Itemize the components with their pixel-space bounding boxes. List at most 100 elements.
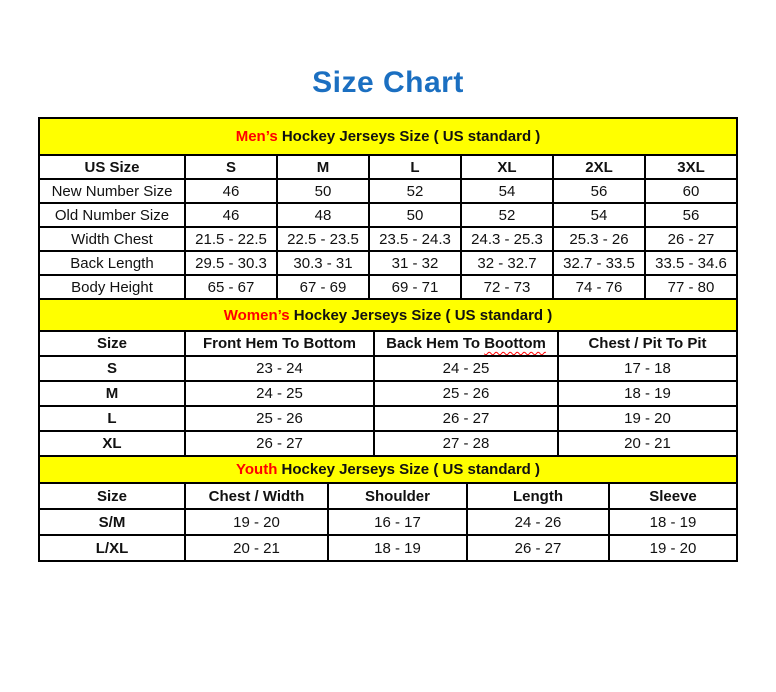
mens-header-row: US Size S M L XL 2XL 3XL [38, 154, 738, 180]
mens-value-cell: 24.3 - 25.3 [460, 226, 554, 252]
mens-value-cell: 29.5 - 30.3 [184, 250, 278, 276]
mens-value-cell: 72 - 73 [460, 274, 554, 300]
mens-value-cell: 54 [552, 202, 646, 228]
mens-value-cell: 48 [276, 202, 370, 228]
womens-row-label: S [38, 355, 186, 382]
size-chart-page: Size Chart Men’s Hockey Jerseys Size ( U… [38, 66, 738, 562]
mens-value-cell: 32 - 32.7 [460, 250, 554, 276]
mens-value-cell: 56 [552, 178, 646, 204]
page-title: Size Chart [312, 66, 464, 99]
mens-value-cell: 22.5 - 23.5 [276, 226, 370, 252]
mens-value-cell: 46 [184, 178, 278, 204]
womens-value-cell: 25 - 26 [184, 405, 375, 432]
youth-header-cell: Length [466, 482, 610, 510]
mens-header-cell: US Size [38, 154, 186, 180]
mens-value-cell: 46 [184, 202, 278, 228]
mens-value-cell: 26 - 27 [644, 226, 738, 252]
youth-banner-text: Hockey Jerseys Size ( US standard ) [281, 461, 540, 478]
mens-header-cell: S [184, 154, 278, 180]
mens-value-cell: 54 [460, 178, 554, 204]
mens-value-cell: 74 - 76 [552, 274, 646, 300]
mens-value-cell: 21.5 - 22.5 [184, 226, 278, 252]
youth-header-cell: Size [38, 482, 186, 510]
womens-table-row: XL 26 - 27 27 - 28 20 - 21 [38, 430, 738, 457]
mens-header-cell: M [276, 154, 370, 180]
womens-value-cell: 18 - 19 [557, 380, 738, 407]
womens-value-cell: 23 - 24 [184, 355, 375, 382]
womens-table-row: L 25 - 26 26 - 27 19 - 20 [38, 405, 738, 432]
mens-banner-text: Hockey Jerseys Size ( US standard ) [281, 128, 541, 145]
womens-table-row: M 24 - 25 25 - 26 18 - 19 [38, 380, 738, 407]
mens-row-label: Body Height [38, 274, 186, 300]
mens-value-cell: 23.5 - 24.3 [368, 226, 462, 252]
mens-value-cell: 69 - 71 [368, 274, 462, 300]
mens-table-row: Body Height 65 - 67 67 - 69 69 - 71 72 - 73 7… [38, 274, 738, 300]
mens-value-cell: 30.3 - 31 [276, 250, 370, 276]
mens-value-cell: 52 [368, 178, 462, 204]
mens-row-label: New Number Size [38, 178, 186, 204]
youth-row-label: S/M [38, 508, 186, 536]
mens-row-label: Back Length [38, 250, 186, 276]
mens-size-table: Men’s Hockey Jerseys Size ( US standard … [38, 117, 738, 300]
mens-banner-highlight: Men’s [235, 128, 278, 145]
womens-row-label: M [38, 380, 186, 407]
mens-value-cell: 50 [368, 202, 462, 228]
mens-value-cell: 77 - 80 [644, 274, 738, 300]
mens-value-cell: 25.3 - 26 [552, 226, 646, 252]
mens-value-cell: 52 [460, 202, 554, 228]
womens-size-table: Women’s Hockey Jerseys Size ( US standar… [38, 298, 738, 457]
womens-header-row: Size Front Hem To Bottom Back Hem To Boott… [38, 330, 738, 357]
youth-table-row: S/M 19 - 20 16 - 17 24 - 26 18 - 19 [38, 508, 738, 536]
youth-header-cell: Chest / Width [184, 482, 329, 510]
youth-table-row: L/XL 20 - 21 18 - 19 26 - 27 19 - 20 [38, 534, 738, 562]
womens-header-cell: Size [38, 330, 186, 357]
mens-value-cell: 67 - 69 [276, 274, 370, 300]
womens-value-cell: 24 - 25 [184, 380, 375, 407]
mens-header-cell: 2XL [552, 154, 646, 180]
youth-value-cell: 18 - 19 [608, 508, 738, 536]
youth-value-cell: 26 - 27 [466, 534, 610, 562]
youth-row-label: L/XL [38, 534, 186, 562]
youth-value-cell: 19 - 20 [184, 508, 329, 536]
youth-section-banner: Youth Hockey Jerseys Size ( US standard … [38, 455, 738, 484]
mens-value-cell: 56 [644, 202, 738, 228]
mens-value-cell: 33.5 - 34.6 [644, 250, 738, 276]
mens-table-row: Old Number Size 46 48 50 52 54 56 [38, 202, 738, 228]
womens-banner-highlight: Women’s [223, 306, 290, 324]
youth-header-cell: Sleeve [608, 482, 738, 510]
womens-header-cell: Chest / Pit To Pit [557, 330, 738, 357]
mens-header-cell: L [368, 154, 462, 180]
womens-header-cell: Front Hem To Bottom [184, 330, 375, 357]
youth-value-cell: 16 - 17 [327, 508, 468, 536]
mens-value-cell: 65 - 67 [184, 274, 278, 300]
mens-table-row: Width Chest 21.5 - 22.5 22.5 - 23.5 23.5 - … [38, 226, 738, 252]
womens-value-cell: 17 - 18 [557, 355, 738, 382]
womens-row-label: L [38, 405, 186, 432]
womens-value-cell: 26 - 27 [184, 430, 375, 457]
mens-header-cell: XL [460, 154, 554, 180]
womens-value-cell: 19 - 20 [557, 405, 738, 432]
mens-row-label: Old Number Size [38, 202, 186, 228]
womens-row-label: XL [38, 430, 186, 457]
mens-row-label: Width Chest [38, 226, 186, 252]
youth-header-row: Size Chest / Width Shoulder Length Sleeve [38, 482, 738, 510]
mens-table-row: Back Length 29.5 - 30.3 30.3 - 31 31 - 32 32… [38, 250, 738, 276]
mens-value-cell: 31 - 32 [368, 250, 462, 276]
youth-value-cell: 24 - 26 [466, 508, 610, 536]
youth-banner-highlight: Youth [236, 461, 278, 478]
youth-value-cell: 20 - 21 [184, 534, 329, 562]
womens-value-cell: 27 - 28 [373, 430, 559, 457]
mens-value-cell: 60 [644, 178, 738, 204]
womens-value-cell: 26 - 27 [373, 405, 559, 432]
womens-section-banner: Women’s Hockey Jerseys Size ( US standar… [38, 298, 738, 332]
womens-value-cell: 25 - 26 [373, 380, 559, 407]
womens-header-cell: Back Hem To Boottom [373, 330, 559, 357]
youth-value-cell: 18 - 19 [327, 534, 468, 562]
misspelled-word: Boottom [484, 335, 546, 352]
womens-table-row: S 23 - 24 24 - 25 17 - 18 [38, 355, 738, 382]
mens-table-row: New Number Size 46 50 52 54 56 60 [38, 178, 738, 204]
mens-section-banner: Men’s Hockey Jerseys Size ( US standard … [38, 117, 738, 156]
mens-value-cell: 50 [276, 178, 370, 204]
mens-value-cell: 32.7 - 33.5 [552, 250, 646, 276]
womens-value-cell: 20 - 21 [557, 430, 738, 457]
